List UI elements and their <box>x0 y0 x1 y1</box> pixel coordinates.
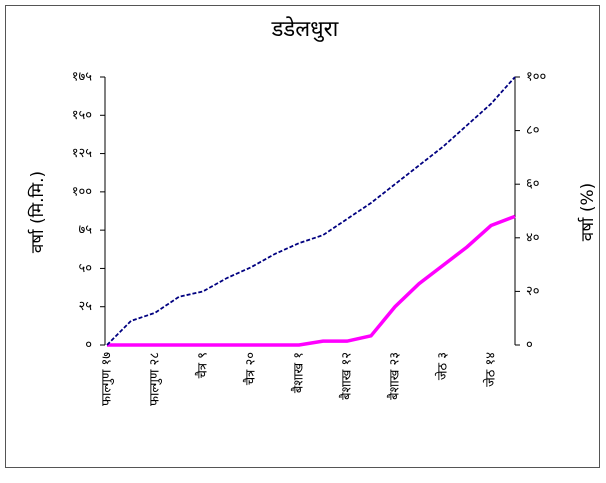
x-tick-label: चैत्र २० <box>243 352 259 385</box>
y-tick-label: ७५ <box>78 223 92 238</box>
x-tick-label: बैशाख १ <box>291 352 307 393</box>
y-tick-label: १०० <box>72 184 92 199</box>
y2-tick-label: १०० <box>526 70 546 85</box>
y-tick-label: ५० <box>78 261 92 276</box>
x-tick-label: फाल्गुण २८ <box>148 352 163 406</box>
x-tick-label: जेठ १४ <box>483 352 499 387</box>
x-tick-label: चैत्र ९ <box>195 352 211 378</box>
series-line <box>106 76 516 346</box>
y-axis-label: वर्षा (मि.मि.) <box>27 171 48 253</box>
x-tick-label: फाल्गुण १७ <box>100 352 115 406</box>
y-tick-label: ० <box>85 338 92 353</box>
y-tick-label: २५ <box>78 299 92 314</box>
frame <box>5 5 600 468</box>
series-line <box>107 214 516 347</box>
x-tick-label: जेठ ३ <box>435 352 451 380</box>
y-tick-label: १५० <box>72 108 92 123</box>
x-tick-label: बैशाख २३ <box>387 352 403 400</box>
x-tick-label: बैशाख १२ <box>339 352 355 400</box>
y2-axis-label: वर्षा (%) <box>577 183 598 242</box>
y-tick-label: १२५ <box>72 146 93 161</box>
y2-tick-label: ० <box>526 338 533 353</box>
y2-tick-label: ४० <box>526 230 540 245</box>
y2-tick-label: ८० <box>526 123 540 138</box>
y2-tick-label: २० <box>526 284 540 299</box>
chart-title: डडेलधुरा <box>271 16 339 42</box>
y-tick-label: १७५ <box>72 70 93 85</box>
y2-tick-label: ६० <box>526 177 540 192</box>
